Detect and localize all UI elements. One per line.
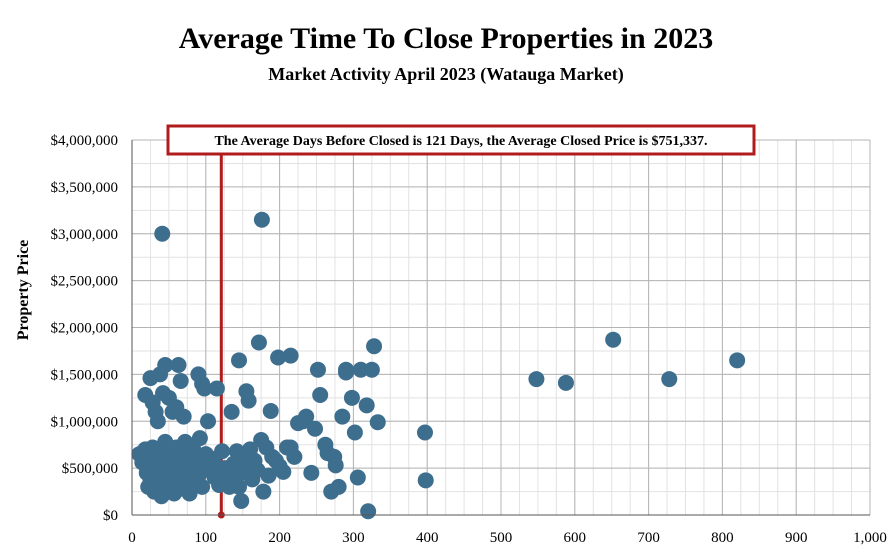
data-point (282, 347, 299, 364)
x-tick-label: 0 (128, 530, 136, 546)
y-tick-label: $0 (103, 508, 118, 524)
data-point (334, 408, 351, 425)
data-point (363, 361, 380, 378)
y-tick-label: $2,500,000 (51, 274, 119, 290)
data-point (191, 430, 208, 447)
y-tick-label: $3,500,000 (51, 180, 119, 196)
data-point (172, 372, 189, 389)
y-tick-label: $2,000,000 (51, 321, 119, 337)
x-tick-label: 200 (268, 530, 291, 546)
data-point (298, 408, 315, 425)
data-point (253, 211, 270, 228)
data-point (170, 357, 187, 373)
data-point (208, 380, 225, 397)
y-tick-label: $3,000,000 (51, 227, 119, 243)
annotation-group: The Average Days Before Closed is 121 Da… (166, 124, 756, 156)
data-point (175, 408, 192, 425)
data-point (352, 361, 369, 378)
annotation-text: The Average Days Before Closed is 121 Da… (214, 134, 707, 149)
data-point (194, 478, 211, 495)
data-point (729, 352, 746, 369)
data-point (307, 420, 324, 437)
x-tick-label: 900 (785, 530, 808, 546)
x-tick-label: 1,000 (853, 530, 887, 546)
data-point (346, 424, 363, 441)
y-tick-label: $4,000,000 (51, 133, 119, 149)
data-point (303, 464, 320, 481)
x-tick-label: 400 (416, 530, 439, 546)
data-point (605, 331, 622, 348)
data-point (233, 492, 250, 509)
data-point (255, 483, 272, 500)
data-point (270, 349, 287, 366)
y-tick-label: $500,000 (62, 461, 118, 477)
data-point (154, 225, 171, 242)
data-point (416, 424, 433, 441)
data-point (231, 352, 248, 369)
data-point (275, 463, 292, 480)
x-tick-label: 800 (711, 530, 734, 546)
x-tick-label: 600 (564, 530, 587, 546)
data-point (528, 371, 545, 388)
x-tick-label: 100 (195, 530, 218, 546)
data-point (417, 472, 434, 489)
x-tick-label: 500 (490, 530, 513, 546)
y-axis-label: Property Price (15, 240, 32, 341)
axes: $0 $500,000 $1,000,000 $1,500,000 $2,000,000… (51, 133, 887, 546)
data-point (240, 392, 257, 409)
data-point (330, 478, 347, 495)
x-tick-label: 700 (637, 530, 660, 546)
data-point (358, 397, 375, 414)
data-point (366, 338, 383, 355)
data-points (131, 211, 746, 520)
data-point (369, 414, 386, 431)
data-point (343, 389, 360, 406)
data-point (360, 503, 377, 520)
data-point (262, 402, 279, 419)
data-point (149, 413, 166, 430)
data-point (231, 478, 248, 495)
data-point (338, 364, 355, 381)
data-point (157, 357, 174, 373)
data-point (196, 380, 213, 397)
data-point (200, 413, 217, 430)
chart-title: Average Time To Close Properties in 2023 (178, 22, 714, 55)
data-point (260, 467, 277, 484)
data-point (557, 374, 574, 391)
data-point (214, 443, 231, 460)
data-point (349, 469, 366, 486)
data-point (327, 457, 344, 474)
data-point (223, 403, 240, 420)
y-tick-label: $1,000,000 (51, 414, 119, 430)
data-point (661, 371, 678, 388)
y-tick-label: $1,500,000 (51, 367, 119, 383)
data-point (309, 361, 326, 378)
data-point (286, 448, 303, 465)
x-tick-label: 300 (342, 530, 365, 546)
annotation-box (166, 124, 756, 156)
chart-subtitle: Market Activity April 2023 (Watauga Mark… (268, 64, 624, 84)
data-point (250, 334, 267, 351)
data-point (312, 387, 329, 403)
